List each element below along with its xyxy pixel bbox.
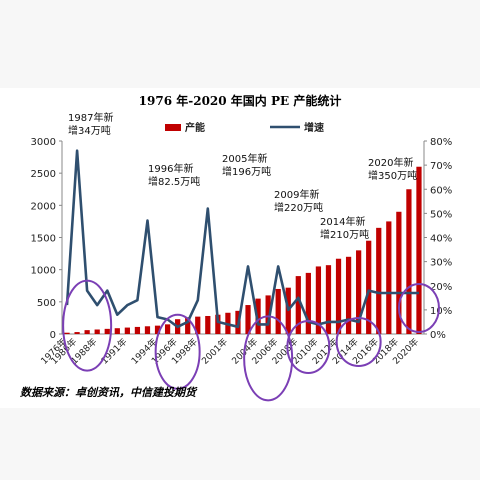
bar bbox=[356, 250, 362, 334]
bar bbox=[255, 298, 261, 334]
annotation-label: 2009年新 bbox=[274, 188, 319, 201]
bar bbox=[335, 258, 342, 334]
bar bbox=[386, 221, 392, 334]
bar bbox=[124, 327, 130, 334]
bar bbox=[205, 315, 211, 334]
top-background bbox=[0, 0, 480, 88]
annotation-label: 2005年新 bbox=[222, 152, 267, 165]
annotation-label: 增350万吨 bbox=[368, 169, 417, 182]
y-right-tick-label: 50% bbox=[430, 209, 452, 220]
highlight-ellipse bbox=[154, 313, 201, 390]
y-left-tick-label: 2000 bbox=[31, 201, 56, 212]
annotation-label: 增220万吨 bbox=[274, 201, 323, 214]
highlight-ellipse bbox=[62, 279, 113, 372]
legend-label-growth: 增速 bbox=[304, 121, 324, 134]
y-right-tick-label: 0% bbox=[430, 330, 446, 341]
bar bbox=[94, 329, 100, 334]
growth-line bbox=[65, 149, 419, 329]
bar bbox=[154, 325, 161, 334]
y-right-tick-label: 70% bbox=[430, 161, 452, 172]
y-left-tick-label: 2500 bbox=[31, 169, 56, 180]
y-right-tick-label: 60% bbox=[430, 185, 452, 196]
bar bbox=[215, 314, 221, 334]
bar bbox=[406, 189, 412, 334]
data-source: 数据来源：卓创资讯，中信建投期货 bbox=[20, 386, 196, 399]
y-right-tick-label: 20% bbox=[430, 282, 452, 293]
bar bbox=[144, 326, 151, 334]
x-tick-label: 2001年 bbox=[199, 336, 230, 367]
y-left-tick-label: 1500 bbox=[31, 234, 56, 245]
bar bbox=[164, 324, 171, 334]
chart-title: 1976 年-2020 年国内 PE 产能统计 bbox=[138, 94, 342, 108]
bar bbox=[376, 227, 382, 334]
y-right-tick-label: 10% bbox=[430, 306, 452, 317]
bar bbox=[416, 166, 422, 334]
bar bbox=[74, 332, 80, 334]
annotation-label: 增210万吨 bbox=[320, 228, 369, 241]
bar bbox=[195, 316, 201, 334]
bar bbox=[345, 256, 352, 334]
annotation-label: 1996年新 bbox=[148, 162, 193, 175]
bar bbox=[265, 295, 271, 334]
annotation-label: 增34万吨 bbox=[68, 124, 111, 137]
bar bbox=[325, 265, 332, 334]
y-left-tick-label: 1000 bbox=[31, 266, 56, 277]
legend-swatch-capacity bbox=[165, 124, 181, 131]
annotation-label: 2020年新 bbox=[368, 156, 413, 169]
annotation-label: 增196万吨 bbox=[222, 165, 271, 178]
bar bbox=[366, 240, 372, 334]
annotation-label: 2014年新 bbox=[320, 215, 365, 228]
x-tick-label: 1991年 bbox=[98, 336, 129, 367]
highlight-ellipse bbox=[286, 319, 331, 374]
highlight-ellipse bbox=[335, 316, 382, 367]
y-right-tick-label: 30% bbox=[430, 258, 452, 269]
bar bbox=[64, 332, 70, 334]
bar bbox=[245, 305, 251, 334]
bar bbox=[185, 317, 191, 334]
bar bbox=[275, 288, 281, 334]
bar bbox=[315, 266, 322, 334]
bar bbox=[305, 272, 311, 334]
y-right-tick-label: 40% bbox=[430, 234, 452, 245]
highlight-ellipse bbox=[243, 315, 294, 402]
bar bbox=[114, 328, 120, 334]
bar bbox=[104, 328, 110, 334]
bar bbox=[134, 326, 141, 334]
legend-label-capacity: 产能 bbox=[185, 121, 205, 134]
annotation-label: 1987年新 bbox=[68, 111, 113, 124]
annotation-label: 增82.5万吨 bbox=[148, 175, 200, 188]
bar bbox=[396, 211, 402, 334]
y-left-tick-label: 0 bbox=[50, 330, 56, 341]
bar bbox=[84, 330, 90, 334]
y-left-tick-label: 3000 bbox=[31, 137, 56, 148]
bottom-background bbox=[0, 408, 480, 480]
y-left-tick-label: 500 bbox=[37, 298, 56, 309]
y-right-tick-label: 80% bbox=[430, 137, 452, 148]
highlight-ellipse bbox=[397, 282, 440, 333]
bar bbox=[295, 276, 301, 334]
